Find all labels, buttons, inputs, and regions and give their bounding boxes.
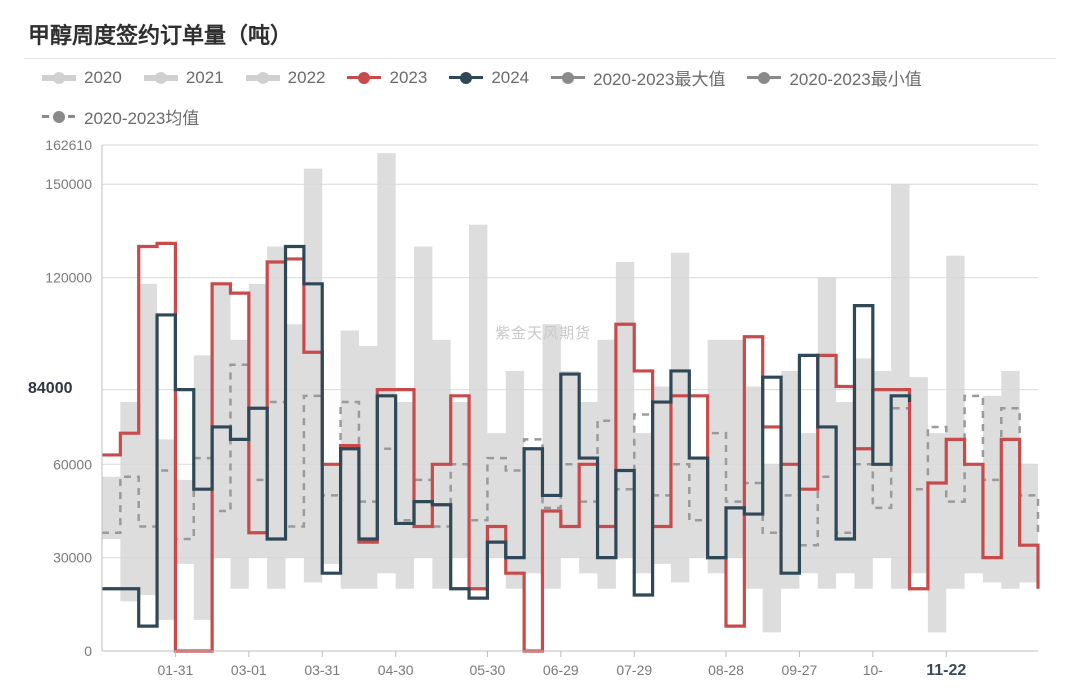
- legend: 2020 2021 2022 2023 2024 2020-2023最大值 2020-202…: [24, 65, 1056, 129]
- legend-marker-icon: [246, 71, 280, 85]
- svg-text:07-29: 07-29: [616, 662, 652, 678]
- svg-text:30000: 30000: [53, 550, 92, 566]
- legend-label: 2024: [491, 68, 529, 88]
- svg-text:11-22: 11-22: [926, 662, 966, 679]
- legend-item-minband[interactable]: 2020-2023最小值: [747, 65, 921, 90]
- legend-marker-icon: [747, 71, 781, 85]
- svg-text:03-31: 03-31: [304, 662, 340, 678]
- svg-text:150000: 150000: [45, 176, 92, 192]
- legend-item-s2021[interactable]: 2021: [144, 65, 224, 90]
- legend-marker-icon: [144, 71, 178, 85]
- svg-text:60000: 60000: [53, 456, 92, 472]
- legend-item-maxband[interactable]: 2020-2023最大值: [551, 65, 725, 90]
- legend-label: 2020-2023均值: [84, 104, 199, 129]
- min-max-band: [102, 153, 1038, 632]
- legend-marker-icon: [42, 71, 76, 85]
- y-highlight-label: 84000: [24, 380, 77, 398]
- legend-item-mean[interactable]: 2020-2023均值: [42, 104, 199, 129]
- legend-item-s2020[interactable]: 2020: [42, 65, 122, 90]
- legend-item-s2023[interactable]: 2023: [347, 65, 427, 90]
- legend-marker-icon: [551, 71, 585, 85]
- legend-marker-icon: [449, 71, 483, 85]
- legend-label: 2020-2023最大值: [593, 65, 725, 90]
- plot-area: 紫金天风期货 0300006000012000015000016261001-3…: [24, 135, 1056, 695]
- legend-item-s2024[interactable]: 2024: [449, 65, 529, 90]
- svg-text:120000: 120000: [45, 270, 92, 286]
- legend-label: 2020: [84, 68, 122, 88]
- chart-svg: 0 30000 60000 120000 150000 162610 01-31 03-01 0…: [24, 135, 1056, 695]
- svg-text:09-27: 09-27: [782, 662, 818, 678]
- svg-text:08-28: 08-28: [708, 662, 744, 678]
- svg-text:10-: 10-: [863, 662, 884, 678]
- legend-marker-icon: [347, 71, 381, 85]
- svg-text:162610: 162610: [45, 137, 92, 153]
- chart-title: 甲醇周度签约订单量（吨）: [28, 18, 1056, 50]
- svg-text:04-30: 04-30: [378, 662, 414, 678]
- svg-text:05-30: 05-30: [470, 662, 506, 678]
- legend-label: 2023: [389, 68, 427, 88]
- title-divider: [24, 58, 1056, 59]
- svg-text:0: 0: [84, 643, 92, 659]
- legend-label: 2022: [288, 68, 326, 88]
- legend-marker-icon: [42, 110, 76, 124]
- legend-item-s2022[interactable]: 2022: [246, 65, 326, 90]
- chart-container: 甲醇周度签约订单量（吨） 2020 2021 2022 2023 2024 2020-20…: [0, 0, 1080, 699]
- legend-label: 2021: [186, 68, 224, 88]
- svg-text:06-29: 06-29: [543, 662, 579, 678]
- legend-label: 2020-2023最小值: [789, 65, 921, 90]
- svg-text:03-01: 03-01: [231, 662, 267, 678]
- svg-text:01-31: 01-31: [158, 662, 194, 678]
